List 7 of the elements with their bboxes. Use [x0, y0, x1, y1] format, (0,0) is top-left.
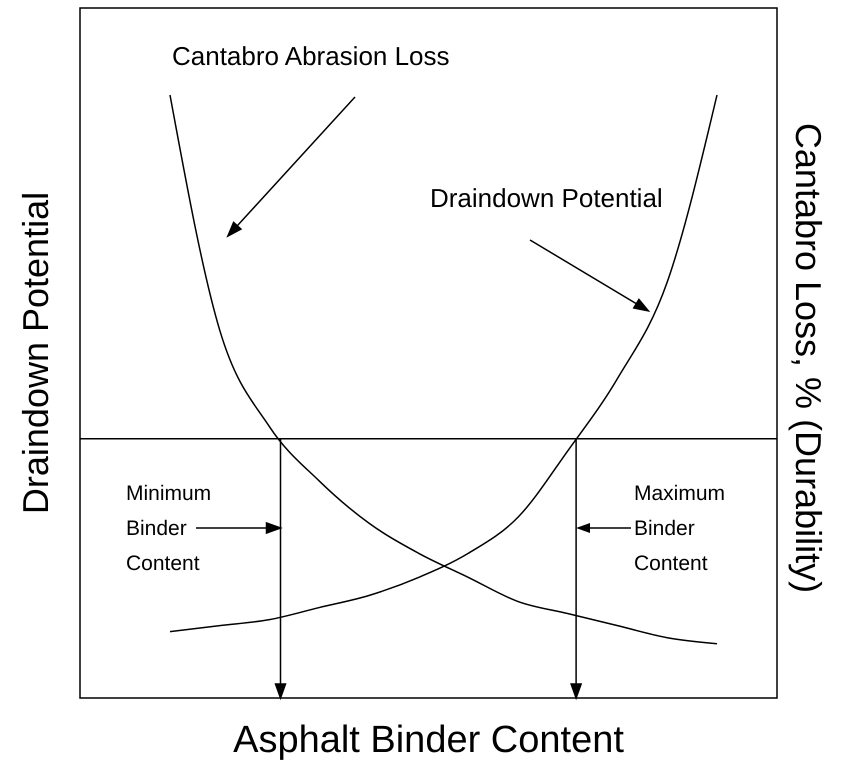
annotation: Maximum Binder Content	[634, 482, 726, 575]
y-axis-title: Draindown Potential	[15, 192, 56, 514]
y2-axis-title: Cantabro Loss, % (Durability)	[788, 122, 829, 594]
annotation: Minimum Binder Content	[126, 482, 212, 575]
series-label: Draindown Potential	[430, 183, 663, 213]
series-label: Cantabro Abrasion Loss	[172, 41, 450, 71]
x-axis-title: Asphalt Binder Content	[233, 719, 624, 761]
